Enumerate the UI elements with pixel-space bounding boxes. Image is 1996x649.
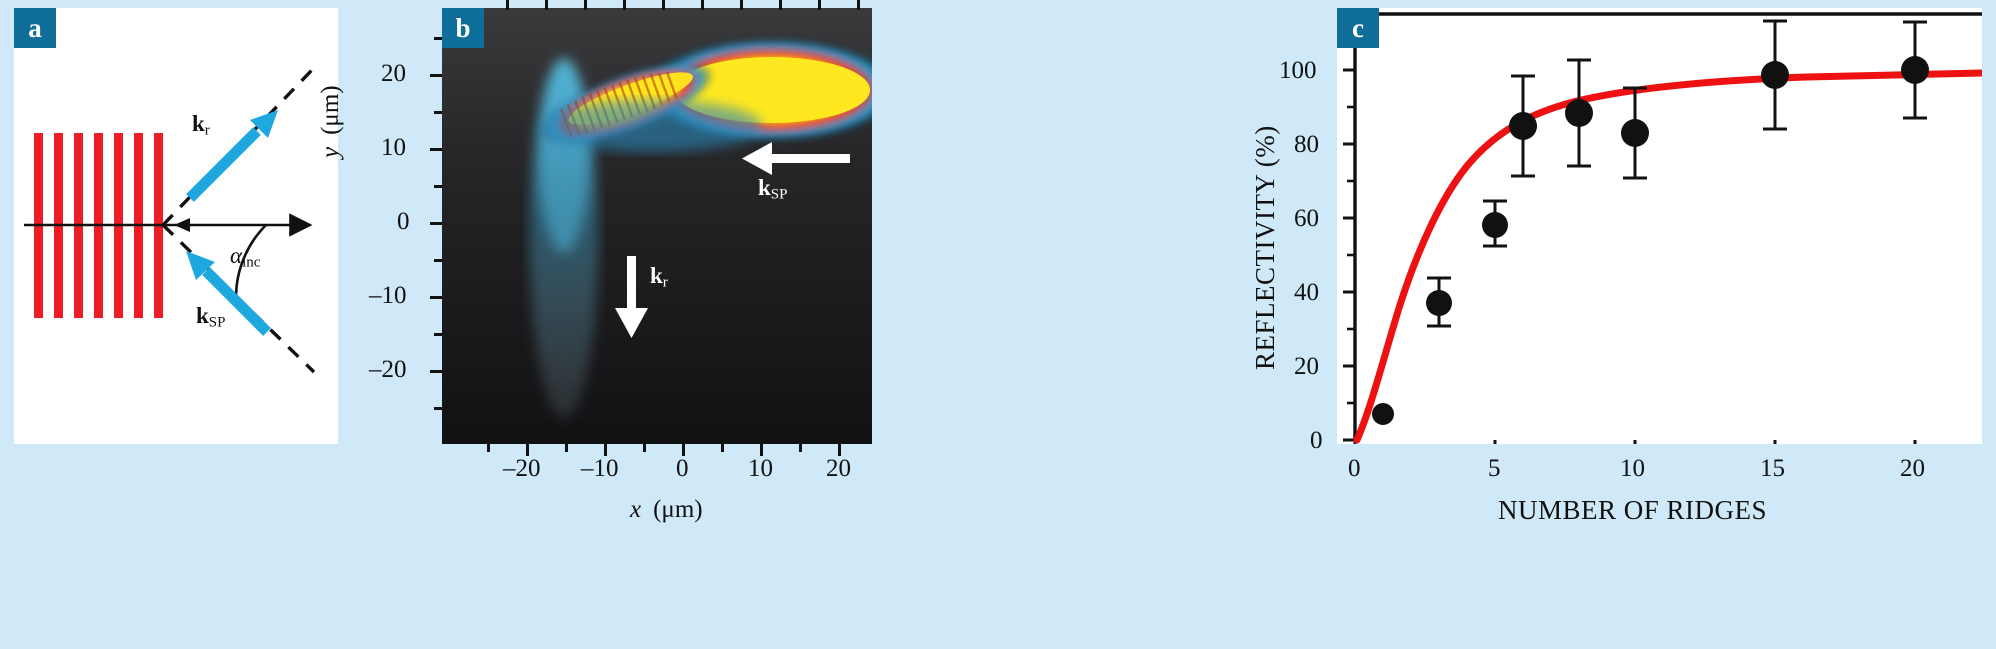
panel-b-xtick-top <box>584 0 587 10</box>
data-point <box>1509 112 1537 140</box>
panel-b-ytick-minor <box>434 111 442 114</box>
data-point-group <box>1901 20 1929 120</box>
panel-c-xtick-label: 0 <box>1348 455 1361 482</box>
panel-a-ksp-label: kSP <box>196 303 226 331</box>
panel-a-badge: a <box>14 8 56 48</box>
panel-b-xtick-minor <box>643 444 646 452</box>
panel-b-ytick-minor <box>434 259 442 262</box>
panel-b-ksp-label: kSP <box>758 175 788 203</box>
panel-a-schematic <box>24 68 316 374</box>
reflected-beam-column <box>530 58 598 418</box>
panel-b-ylabel: y (μm) <box>317 85 344 158</box>
near-field-microscope-image <box>442 8 872 444</box>
panel-b-ytick-major <box>430 296 442 299</box>
panel-c-ytick-label: 60 <box>1294 205 1319 232</box>
panel-b-ytick-label: 10 <box>381 134 406 161</box>
panel-c-xtick-label: 15 <box>1760 455 1785 482</box>
angle-arc <box>234 224 267 299</box>
panel-b-ytick-major <box>430 74 442 77</box>
panel-b-xtick-major <box>682 444 685 456</box>
panel-b-xtick-label: 0 <box>676 455 689 482</box>
data-point-group <box>1482 199 1508 248</box>
panel-b-xtick-major <box>604 444 607 456</box>
data-point <box>1372 403 1394 425</box>
panel-c-yticks <box>1343 68 1355 442</box>
data-point <box>1761 61 1789 89</box>
panel-c-ytick-label: 80 <box>1294 131 1319 158</box>
panel-b-ytick-major <box>430 370 442 373</box>
panel-c-xtick-label: 20 <box>1900 455 1925 482</box>
ksp-arrow-a <box>186 251 271 336</box>
panel-c-ylabel: REFLECTIVITY (%) <box>1250 125 1280 370</box>
panel-b-xtick-label: 20 <box>826 455 851 482</box>
data-point-group <box>1426 276 1452 328</box>
panel-c-ytick-label: 40 <box>1294 279 1319 306</box>
panel-b-ytick-minor <box>434 185 442 188</box>
panel-b-annotations <box>615 142 850 338</box>
panel-c-ytick-label: 20 <box>1294 353 1319 380</box>
panel-b-badge: b <box>442 8 484 48</box>
panel-b-xtick-top <box>662 0 665 10</box>
panel-b-xtick-label: –20 <box>503 455 541 482</box>
data-point-group <box>1372 403 1394 425</box>
data-point <box>1621 119 1649 147</box>
data-point-group <box>1621 86 1649 180</box>
panel-c-ytick-label: 100 <box>1279 57 1317 84</box>
kr-arrow-a <box>186 110 278 202</box>
panel-b-ytick-label: 20 <box>381 60 406 87</box>
data-point-group <box>1565 58 1593 168</box>
data-point <box>1565 99 1593 127</box>
data-point <box>1482 212 1508 238</box>
panel-a-alpha-label: αinc <box>230 243 261 271</box>
panel-a-kr-label: kr <box>192 111 210 139</box>
panel-b-xtick-major <box>838 444 841 456</box>
panel-c-xticks <box>1353 440 1917 444</box>
panel-b-xtick-minor <box>487 444 490 452</box>
panel-b-xtick-top <box>740 0 743 10</box>
panel-b-xtick-top <box>623 0 626 10</box>
panel-b-xtick-label: –10 <box>581 455 619 482</box>
panel-b-ytick-minor <box>434 407 442 410</box>
panel-b-xtick-major <box>526 444 529 456</box>
panel-b-kr-label: kr <box>650 263 668 291</box>
panel-a: kr kSP αinc <box>14 8 338 444</box>
panel-b-ytick-minor <box>434 333 442 336</box>
panel-b-xtick-label: 10 <box>748 455 773 482</box>
panel-c-ytick-label: 0 <box>1310 427 1323 454</box>
panel-c-xlabel: NUMBER OF RIDGES <box>1498 495 1768 525</box>
panel-c-xtick-label: 5 <box>1488 455 1501 482</box>
panel-c-xtick-label: 10 <box>1620 455 1645 482</box>
panel-b-xtick-minor <box>799 444 802 452</box>
panel-b-ytick-label: 0 <box>397 208 410 235</box>
kr-arrow-b <box>615 256 648 338</box>
fit-curve <box>1353 69 1982 444</box>
data-point-group <box>1509 74 1537 178</box>
panel-b-ytick-minor <box>434 37 442 40</box>
panel-b-ytick-label: –20 <box>369 356 407 383</box>
panel-b-xtick-major <box>760 444 763 456</box>
panel-b-xtick-top <box>701 0 704 10</box>
panel-b-xtick-top <box>545 0 548 10</box>
panel-b-xtick-top <box>818 0 821 10</box>
panel-b-ytick-major <box>430 222 442 225</box>
panel-c <box>1337 8 1982 444</box>
panel-c-badge: c <box>1337 8 1379 48</box>
panel-b-xtick-minor <box>721 444 724 452</box>
panel-b-xtick-top <box>779 0 782 10</box>
panel-b-xtick-top <box>506 0 509 10</box>
panel-b-xlabel: x (μm) <box>630 496 703 523</box>
ksp-arrow-b <box>742 142 850 175</box>
data-point <box>1426 290 1452 316</box>
data-point <box>1901 56 1929 84</box>
axis-vertex-arrowhead <box>174 218 190 232</box>
data-point-group <box>1761 19 1789 131</box>
reflectivity-scatter-plot <box>1343 12 1982 444</box>
panel-b-ytick-major <box>430 148 442 151</box>
panel-b-xtick-top <box>857 0 860 10</box>
panel-b-xtick-minor <box>565 444 568 452</box>
panel-b-ytick-label: –10 <box>369 282 407 309</box>
panel-b: kSP kr <box>442 8 872 444</box>
